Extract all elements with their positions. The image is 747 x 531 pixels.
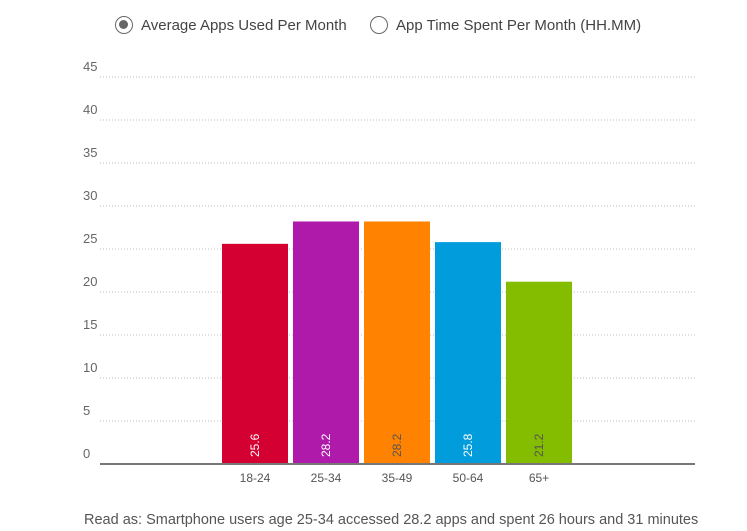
- bar-18-24: [222, 243, 288, 464]
- data-label: 28.2: [390, 433, 404, 457]
- x-tick-label: 18-24: [240, 471, 271, 485]
- y-tick-label: 30: [83, 188, 97, 203]
- legend-option-label: App Time Spent Per Month (HH.MM): [396, 16, 642, 34]
- x-tick-label: 25-34: [311, 471, 342, 485]
- legend-option-app-time[interactable]: App Time Spent Per Month (HH.MM): [370, 12, 641, 38]
- legend-option-average-apps[interactable]: Average Apps Used Per Month: [115, 12, 347, 38]
- chart-caption: Read as: Smartphone users age 25-34 acce…: [84, 512, 699, 528]
- data-label: 28.2: [319, 433, 333, 457]
- y-tick-label: 10: [83, 360, 97, 375]
- y-tick-label: 35: [83, 145, 97, 160]
- legend-option-label: Average Apps Used Per Month: [141, 16, 347, 34]
- bar-35-49: [364, 221, 430, 464]
- y-tick-label: 5: [83, 403, 90, 418]
- y-tick-label: 20: [83, 274, 97, 289]
- x-tick-label: 35-49: [382, 471, 413, 485]
- y-tick-label: 15: [83, 317, 97, 332]
- y-tick-label: 45: [83, 59, 97, 74]
- data-label: 25.6: [248, 433, 262, 457]
- data-label: 21.2: [532, 433, 546, 457]
- radio-checked-icon[interactable]: [115, 16, 133, 34]
- data-label: 25.8: [461, 433, 475, 457]
- bar-25-34: [293, 221, 359, 464]
- y-tick-label: 0: [83, 446, 90, 461]
- x-tick-label: 65+: [529, 471, 549, 485]
- bar-50-64: [435, 242, 501, 464]
- radio-unchecked-icon[interactable]: [370, 16, 388, 34]
- bar-65+: [506, 281, 572, 464]
- x-tick-label: 50-64: [453, 471, 484, 485]
- y-tick-label: 25: [83, 231, 97, 246]
- y-tick-label: 40: [83, 102, 97, 117]
